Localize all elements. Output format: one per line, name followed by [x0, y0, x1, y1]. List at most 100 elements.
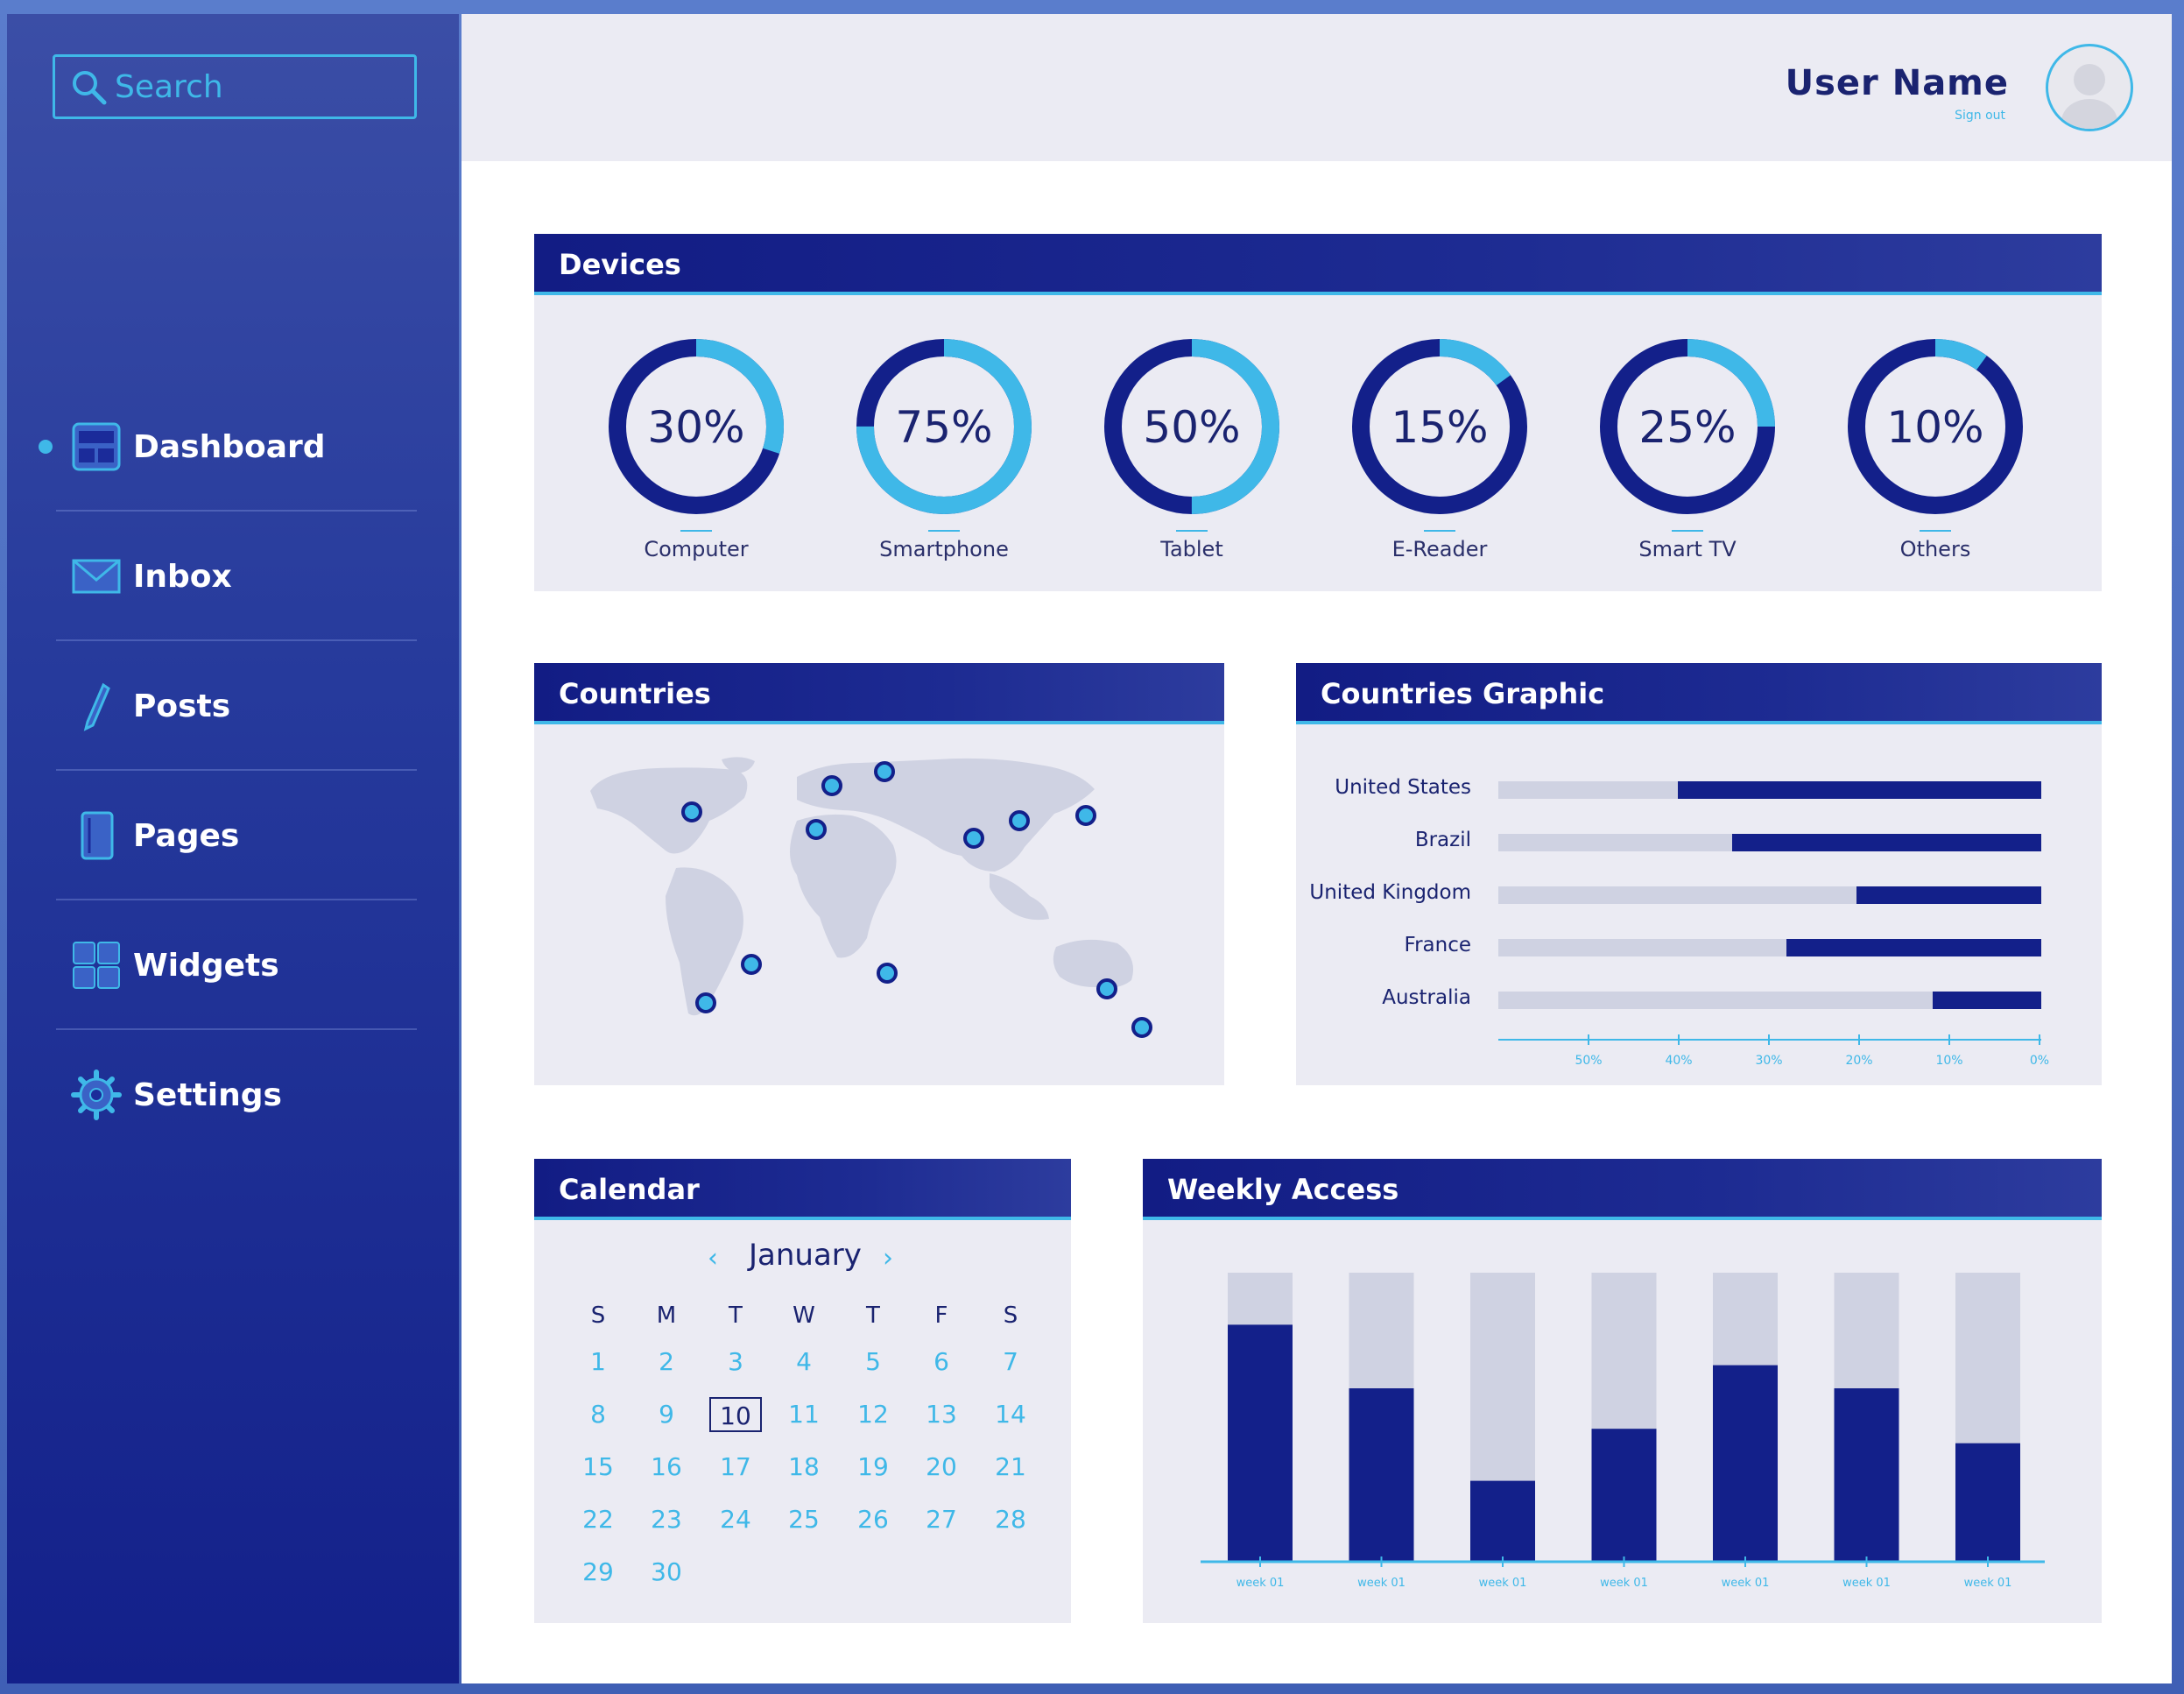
weekly-bar — [1713, 1365, 1778, 1562]
calendar-day[interactable]: 14 — [995, 1400, 1026, 1429]
donut-ring: 25% — [1600, 339, 1775, 514]
label-tick — [1920, 530, 1951, 532]
map-location-dot — [806, 819, 827, 840]
top-bar: User Name Sign out — [461, 14, 2172, 161]
next-month-button[interactable]: › — [883, 1243, 893, 1274]
panel-title: Countries — [559, 677, 711, 710]
donut-fill — [1600, 339, 1775, 514]
calendar-weekday: M — [656, 1302, 677, 1329]
week-label: week 01 — [1600, 1577, 1648, 1590]
calendar-day-today[interactable]: 10 — [709, 1397, 762, 1432]
map-location-dot — [695, 992, 716, 1013]
axis-tick-label: 20% — [1845, 1054, 1872, 1068]
sidebar-item-pages[interactable]: Pages — [7, 771, 459, 900]
map-location-dot — [877, 963, 898, 984]
device-donut: 30% Computer — [600, 330, 793, 561]
calendar-day[interactable]: 25 — [788, 1505, 820, 1534]
sidebar-item-label: Widgets — [133, 947, 279, 984]
calendar-day[interactable]: 4 — [796, 1347, 812, 1376]
device-donut: 15% E-Reader — [1343, 330, 1536, 561]
weekly-access-panel: Weekly Access week 01 week 01 week 01 week … — [1143, 1159, 2102, 1623]
donut-value: 25% — [1638, 402, 1736, 453]
calendar-day[interactable]: 29 — [582, 1557, 614, 1586]
main-content: User Name Sign out Devices 30% Computer 75… — [461, 14, 2172, 1683]
week-label: week 01 — [1842, 1577, 1891, 1590]
sidebar-item-widgets[interactable]: Widgets — [7, 900, 459, 1030]
countries-graphic-panel: Countries Graphic United States Brazil Uni… — [1296, 663, 2102, 1085]
calendar-day[interactable]: 2 — [659, 1347, 674, 1376]
device-donut: 10% Others — [1839, 330, 2032, 561]
donut-label: Smart TV — [1638, 537, 1737, 561]
donut-ring: 15% — [1352, 339, 1527, 514]
panel-title: Calendar — [559, 1173, 700, 1206]
calendar-day[interactable]: 21 — [995, 1452, 1026, 1481]
country-bar-fill — [1731, 834, 2041, 851]
calendar-day[interactable]: 5 — [865, 1347, 881, 1376]
calendar-day[interactable]: 17 — [720, 1452, 751, 1481]
calendar-day[interactable]: 24 — [720, 1505, 751, 1534]
sign-out-link[interactable]: Sign out — [1955, 109, 2005, 123]
axis-tick-label: 40% — [1665, 1054, 1692, 1068]
label-tick — [1176, 530, 1208, 532]
calendar-day[interactable]: 1 — [590, 1347, 606, 1376]
calendar-day[interactable]: 3 — [728, 1347, 743, 1376]
sidebar-item-dashboard[interactable]: Dashboard — [7, 382, 459, 512]
user-name[interactable]: User Name — [1785, 63, 2009, 103]
calendar-day[interactable]: 12 — [857, 1400, 889, 1429]
calendar-day[interactable]: 18 — [788, 1452, 820, 1481]
calendar-day[interactable]: 13 — [926, 1400, 957, 1429]
calendar-day[interactable]: 6 — [933, 1347, 949, 1376]
widgets-icon — [70, 939, 123, 992]
calendar-day[interactable]: 16 — [651, 1452, 682, 1481]
donut-fill — [1352, 339, 1527, 514]
prev-month-button[interactable]: ‹ — [708, 1243, 718, 1274]
calendar-day[interactable]: 27 — [926, 1505, 957, 1534]
axis-tick-label: 50% — [1575, 1054, 1602, 1068]
donut-value: 30% — [647, 402, 744, 453]
donut-ring: 30% — [609, 339, 784, 514]
calendar-day[interactable]: 20 — [926, 1452, 957, 1481]
dashboard-icon — [70, 420, 123, 473]
calendar-day[interactable]: 15 — [582, 1452, 614, 1481]
calendar-day[interactable]: 11 — [788, 1400, 820, 1429]
calendar-day[interactable]: 28 — [995, 1505, 1026, 1534]
country-label: Australia — [1382, 986, 1471, 1009]
map-location-dot — [1096, 978, 1117, 999]
sidebar-item-label: Pages — [133, 817, 240, 854]
calendar-day[interactable]: 9 — [659, 1400, 674, 1429]
country-label: Brazil — [1414, 829, 1471, 851]
country-bar-track — [1498, 992, 2041, 1009]
calendar-day[interactable]: 30 — [651, 1557, 682, 1586]
weekly-bar — [1834, 1388, 1899, 1562]
calendar-day[interactable]: 26 — [857, 1505, 889, 1534]
axis-tick-label: 10% — [1935, 1054, 1962, 1068]
country-bar-track — [1498, 834, 2041, 851]
calendar-day[interactable]: 23 — [651, 1505, 682, 1534]
calendar-day[interactable]: 7 — [1003, 1347, 1018, 1376]
sidebar-item-inbox[interactable]: Inbox — [7, 512, 459, 641]
donut-label: Others — [1899, 537, 1971, 561]
avatar[interactable] — [2046, 44, 2133, 131]
calendar-day[interactable]: 8 — [590, 1400, 606, 1429]
weekly-bar — [1955, 1443, 2020, 1562]
panel-header: Countries Graphic — [1296, 663, 2102, 724]
country-label: France — [1404, 934, 1471, 956]
axis-tick-label: 0% — [2030, 1054, 2049, 1068]
device-donut: 50% Tablet — [1096, 330, 1288, 561]
search-icon — [73, 71, 107, 105]
donut-fill — [609, 339, 784, 514]
donut-fill — [1848, 339, 2023, 514]
calendar-day[interactable]: 22 — [582, 1505, 614, 1534]
sidebar-item-settings[interactable]: Settings — [7, 1030, 459, 1160]
donut-label: Smartphone — [879, 537, 1009, 561]
map-location-dot — [1075, 805, 1096, 826]
calendar-day[interactable]: 19 — [857, 1452, 889, 1481]
search-box[interactable]: Search — [53, 54, 417, 119]
sidebar-item-posts[interactable]: Posts — [7, 641, 459, 771]
donut-label: Tablet — [1160, 537, 1223, 561]
sidebar: Search Dashboard Inbox — [7, 14, 459, 1683]
label-tick — [680, 530, 712, 532]
calendar-weekday: T — [866, 1302, 880, 1329]
panel-header: Countries — [534, 663, 1224, 724]
sidebar-item-label: Settings — [133, 1076, 282, 1113]
